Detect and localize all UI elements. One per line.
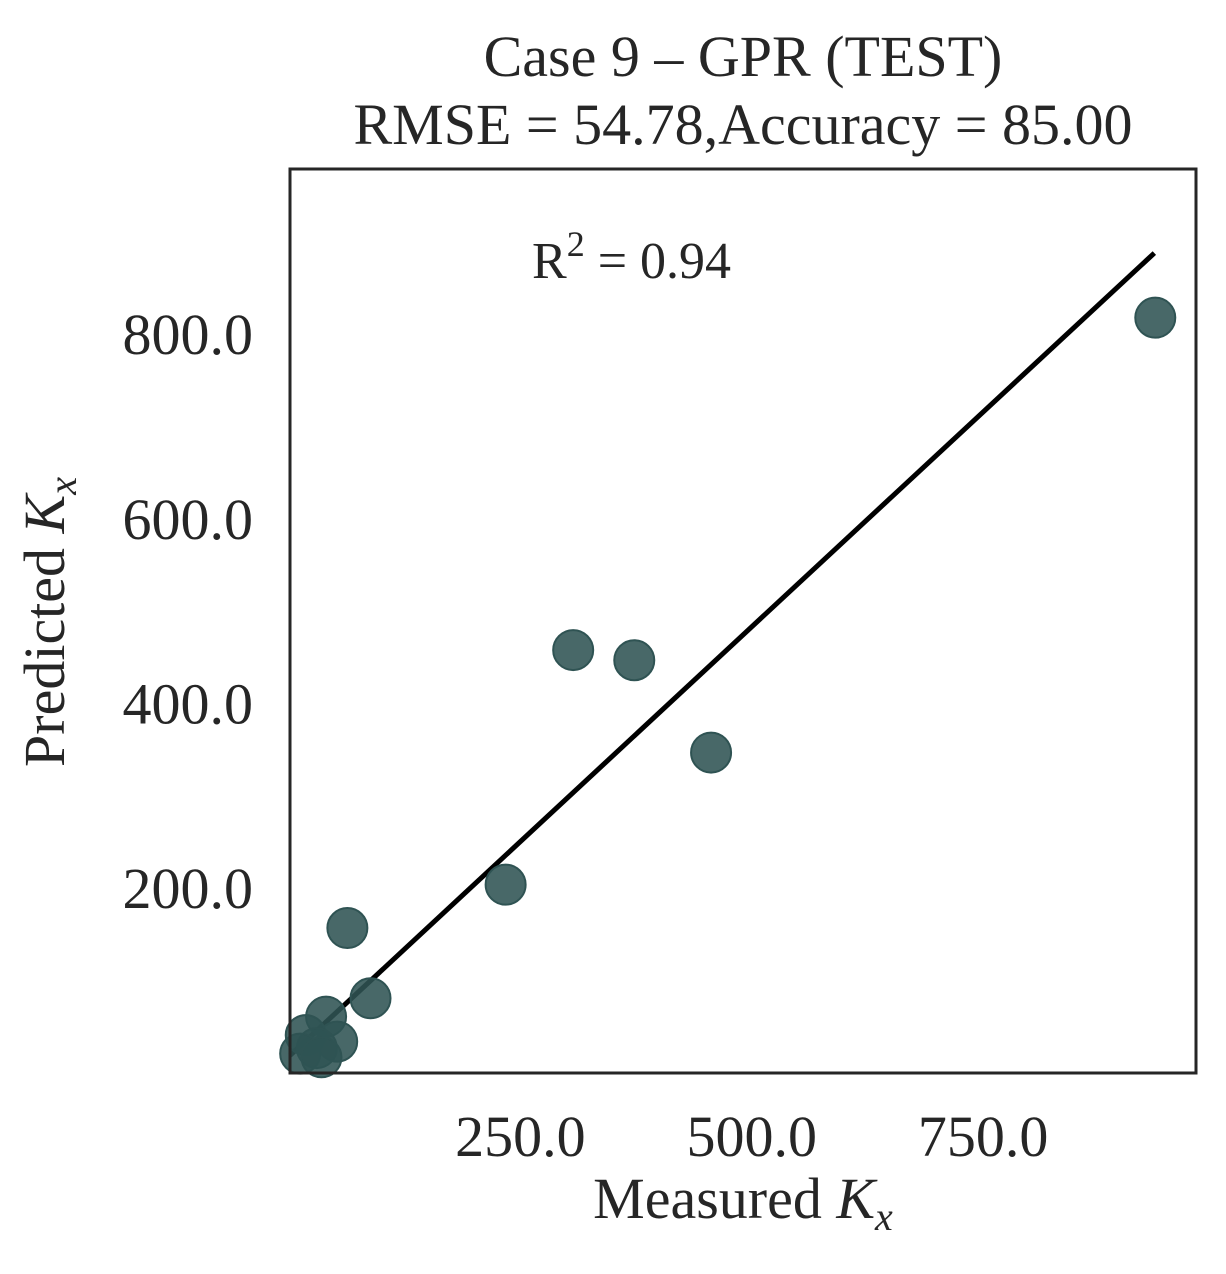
y-tick-label: 200.0 [123,856,254,921]
plot-area [279,167,1198,1079]
data-point [484,863,527,906]
r-squared-value: = 0.94 [585,233,731,290]
x-tick-label: 250.0 [455,1104,586,1169]
chart-title: Case 9 – GPR (TEST) [484,24,1003,89]
data-point [300,1036,343,1079]
x-tick-label: 500.0 [687,1104,818,1169]
y-axis-label-symbol: K [12,491,77,534]
y-axis-label: Predicted Kx [12,477,85,767]
data-point [552,629,595,672]
data-point [349,977,392,1020]
y-axis-ticks: 200.0 400.0 600.0 800.0 [123,302,254,921]
x-axis-ticks: 250.0 500.0 750.0 [455,1104,1048,1169]
plot-frame [288,167,1198,1075]
x-axis-label-subscript: x [874,1194,893,1239]
y-tick-label: 800.0 [123,302,254,367]
data-point [613,639,656,682]
data-points [279,296,1177,1079]
chart-subtitle: RMSE = 54.78,Accuracy = 85.00 [353,92,1132,157]
fit-line [288,251,1157,1058]
r-squared-exponent: 2 [567,224,585,264]
x-tick-label: 750.0 [918,1104,1049,1169]
y-tick-label: 400.0 [123,672,254,737]
x-axis-label-text: Measured [593,1166,836,1231]
data-point [1134,296,1177,339]
data-point [690,731,733,774]
y-axis-label-subscript: x [40,477,85,496]
r-squared-symbol: R [532,233,567,290]
y-axis-label-text: Predicted [12,533,77,767]
r-squared-annotation: R2 = 0.94 [532,224,731,290]
y-tick-label: 600.0 [123,487,254,552]
x-axis-label: Measured Kx [593,1166,893,1239]
x-axis-label-symbol: K [835,1166,878,1231]
data-point [326,907,369,950]
